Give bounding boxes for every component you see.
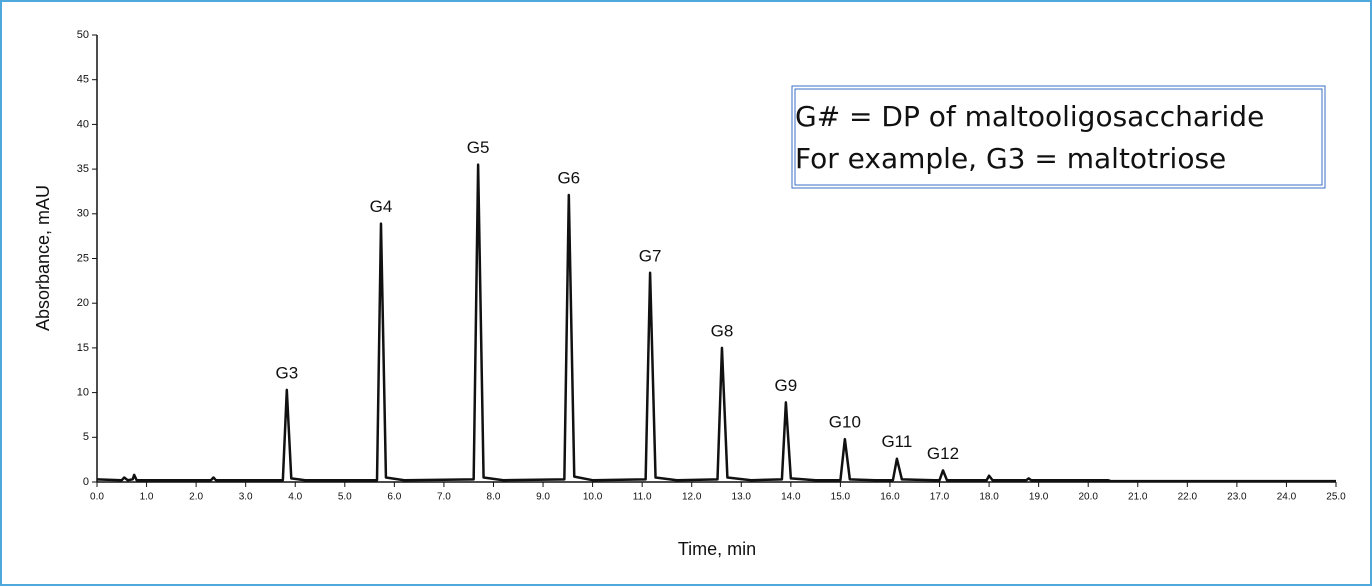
text-box-line: For example, G3 = maltotriose [795,142,1226,175]
x-tick-label: 22.0 [1178,492,1198,503]
x-tick-label: 19.0 [1029,492,1049,503]
x-tick-label: 9.0 [536,492,550,503]
x-tick-label: 20.0 [1078,492,1098,503]
peak-label: G9 [775,376,798,395]
x-tick-label: 14.0 [781,492,801,503]
peak-label: G4 [370,197,393,216]
x-tick-label: 17.0 [930,492,950,503]
text-box-line: G# = DP of maltooligosaccharide [795,100,1264,133]
y-tick-label: 25 [77,252,89,264]
peak-label: G3 [275,363,298,382]
y-tick-label: 35 [77,163,89,175]
x-tick-label: 15.0 [831,492,851,503]
y-tick-label: 20 [77,297,89,309]
x-tick-label: 10.0 [583,492,603,503]
peak-label: G6 [557,169,580,188]
y-axis-title: Absorbance, mAU [33,185,53,331]
y-tick-label: 15 [77,342,89,354]
text-box-outer [791,85,1326,189]
x-tick-label: 24.0 [1277,492,1297,503]
x-tick-label: 0.0 [90,492,104,503]
peak-label: G7 [639,246,662,265]
x-tick-label: 12.0 [682,492,702,503]
x-axis-title: Time, min [678,539,756,559]
trace [96,163,1336,483]
x-tick-label: 1.0 [140,492,154,503]
text-box-inner [794,88,1323,186]
peak-label: G10 [829,413,861,432]
x-tick-label: 3.0 [239,492,253,503]
y-tick-label: 40 [77,118,89,130]
y-tick-label: 50 [77,29,89,41]
peak-label: G11 [881,432,912,451]
x-tick-label: 6.0 [387,492,401,503]
x-tick-label: 13.0 [732,492,752,503]
x-tick-label: 21.0 [1128,492,1148,503]
x-tick-label: 4.0 [288,492,302,503]
plot: 0 5 10 15 20 25 30 35 40 45 50 0.0 1.0 2.0 3.0 4.0 5.0 6.… [77,29,1346,503]
y-tick-label: 0 [83,476,89,488]
x-tick-label: 5.0 [338,492,352,503]
peak-label: G12 [927,444,959,463]
y-tick-label: 10 [77,387,89,399]
x-tick-label: 7.0 [437,492,451,503]
y-tick-label: 5 [83,431,89,443]
x-tick-label: 23.0 [1227,492,1247,503]
x-tick-label: 16.0 [880,492,900,503]
peak-label: G5 [467,138,490,157]
x-tick-label: 11.0 [633,492,652,503]
x-tick-label: 2.0 [189,492,203,503]
peak-label: G8 [711,321,734,340]
y-tick-label: 45 [77,74,89,86]
y-tick-label: 30 [77,208,89,220]
x-tick-label: 25.0 [1326,492,1346,503]
x-tick-label: 18.0 [979,492,999,503]
x-tick-label: 8.0 [487,492,501,503]
